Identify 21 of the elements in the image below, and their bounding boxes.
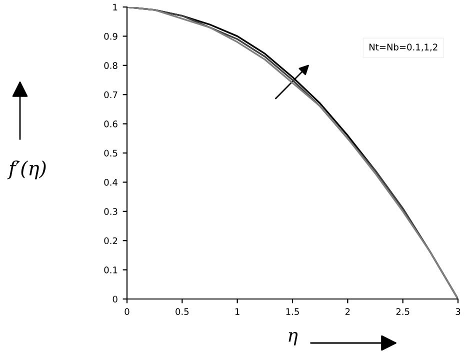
y-tick-label: 0.1 xyxy=(104,266,118,274)
x-tick-label: 2.5 xyxy=(396,308,410,316)
y-tick-label: 0 xyxy=(112,296,118,303)
y-tick-label: 1 xyxy=(113,4,118,10)
x-tick-label: 0 xyxy=(124,308,130,316)
y-tick-label: 0.7 xyxy=(104,91,118,98)
y-tick-label: 0.2 xyxy=(104,237,118,244)
y-tick-label: 0.6 xyxy=(104,120,118,128)
y-tick-label: 0.8 xyxy=(104,62,118,69)
x-tick-label: 2 xyxy=(345,308,350,315)
y-tick-label: 0.9 xyxy=(104,32,118,40)
y-axis-title: f′(η) xyxy=(7,160,46,180)
x-axis-title: η xyxy=(288,332,298,346)
y-tick-label: 0.3 xyxy=(104,208,118,215)
annotation: Nt=Nb=0.1,1,2 xyxy=(370,44,438,52)
y-tick-label: 0.5 xyxy=(104,150,118,157)
x-tick-label: 0.5 xyxy=(176,308,189,316)
x-tick-label: 1.5 xyxy=(286,308,299,316)
x-tick-label: 3 xyxy=(456,308,460,316)
x-tick-label: 1 xyxy=(235,308,240,315)
y-tick-label: 0.4 xyxy=(104,178,118,186)
